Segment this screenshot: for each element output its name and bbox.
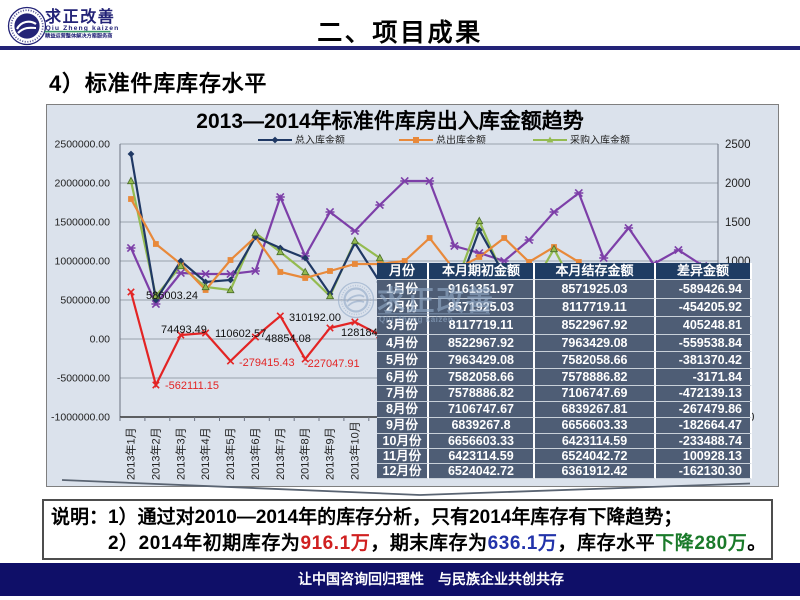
svg-text:2000: 2000 — [725, 178, 751, 190]
svg-text:-279415.43: -279415.43 — [239, 357, 295, 369]
svg-text:求正改善: 求正改善 — [45, 7, 115, 26]
svg-text:2013年6月: 2013年6月 — [248, 427, 262, 480]
svg-text:-1000000.00: -1000000.00 — [51, 412, 110, 424]
svg-text:总出库金额: 总出库金额 — [436, 134, 486, 147]
svg-text:2013年2月: 2013年2月 — [148, 427, 162, 480]
svg-text:2013年3月: 2013年3月 — [173, 427, 187, 480]
svg-text:2000000.00: 2000000.00 — [55, 178, 111, 190]
svg-text:1500000.00: 1500000.00 — [55, 217, 111, 229]
svg-text:精益运营整体解决方案服务商: 精益运营整体解决方案服务商 — [45, 31, 112, 39]
svg-text:2500: 2500 — [725, 139, 751, 151]
svg-text:总入库金额: 总入库金额 — [295, 134, 345, 147]
svg-text:110602.57: 110602.57 — [215, 328, 266, 340]
svg-text:Qiu Zheng kaizen: Qiu Zheng kaizen — [46, 25, 120, 32]
svg-text:2013年8月: 2013年8月 — [298, 427, 312, 480]
svg-text:1500: 1500 — [725, 217, 751, 229]
svg-text:0.00: 0.00 — [90, 334, 111, 346]
svg-text:-227047.91: -227047.91 — [304, 358, 360, 370]
svg-text:48854.08: 48854.08 — [265, 333, 311, 345]
svg-text:2013年5月: 2013年5月 — [223, 427, 237, 480]
svg-text:2013年1月: 2013年1月 — [124, 427, 138, 480]
svg-text:500000.00: 500000.00 — [60, 295, 110, 307]
svg-text:2013年4月: 2013年4月 — [198, 427, 212, 480]
svg-text:2013年10月: 2013年10月 — [347, 421, 361, 480]
svg-text:586003.24: 586003.24 — [146, 290, 198, 302]
svg-text:采购入库金额: 采购入库金额 — [570, 134, 630, 147]
svg-text:2500000.00: 2500000.00 — [55, 139, 111, 151]
svg-text:74493.49: 74493.49 — [161, 324, 207, 336]
svg-text:-500000.00: -500000.00 — [57, 373, 110, 385]
svg-text:1000000.00: 1000000.00 — [55, 256, 111, 268]
svg-text:2013—2014年标准件库房出入库金额趋势: 2013—2014年标准件库房出入库金额趋势 — [196, 109, 583, 133]
svg-text:-562111.15: -562111.15 — [165, 380, 219, 392]
svg-text:310192.00: 310192.00 — [289, 312, 341, 324]
svg-text:2013年9月: 2013年9月 — [323, 427, 337, 480]
svg-text:2013年7月: 2013年7月 — [273, 427, 287, 480]
